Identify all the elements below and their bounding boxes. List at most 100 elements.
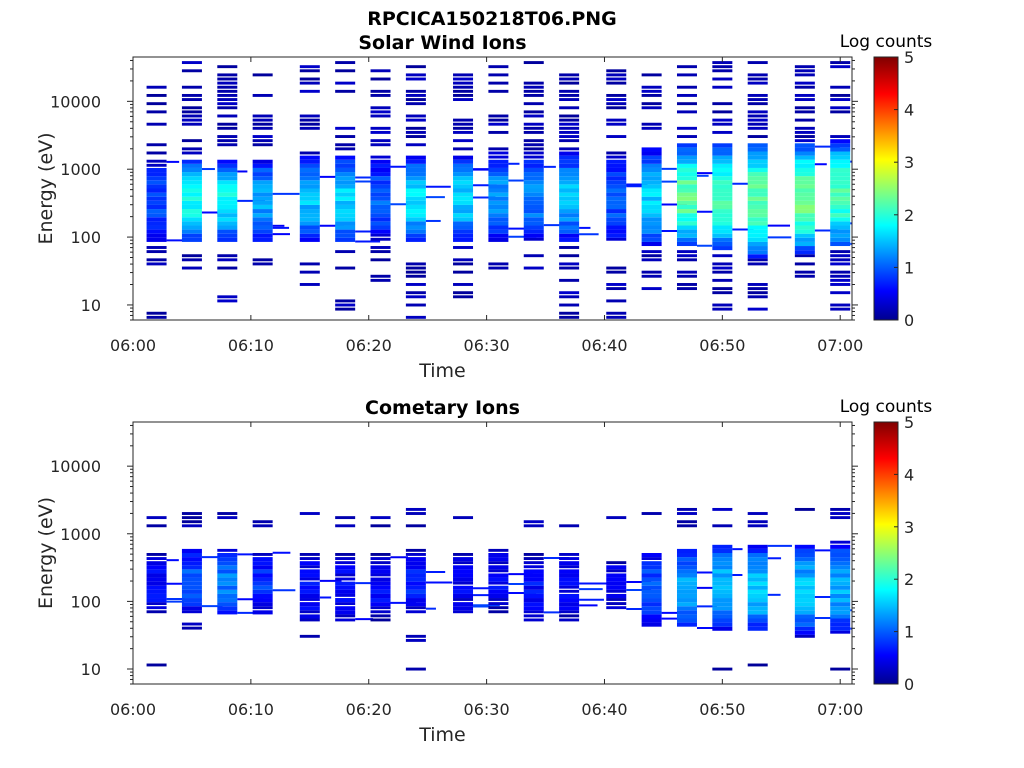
spectrogram-cell bbox=[794, 200, 815, 205]
spectrogram-cell bbox=[252, 610, 273, 615]
spectrogram-cell bbox=[453, 221, 474, 226]
spectrogram-cell bbox=[146, 589, 167, 594]
spectrogram-cell bbox=[488, 204, 509, 210]
y-tick-label: 100 bbox=[70, 592, 101, 611]
spectrogram-cell bbox=[181, 516, 202, 520]
spectrogram-cell bbox=[747, 237, 768, 242]
spectrogram-cell bbox=[523, 93, 544, 97]
spectrogram-cell bbox=[252, 217, 273, 222]
spectrogram-cell bbox=[146, 102, 167, 106]
spectrogram-cell bbox=[747, 200, 768, 205]
spectrogram-cell bbox=[370, 196, 391, 201]
spectrogram-cell bbox=[146, 172, 167, 177]
spectrogram-cell bbox=[488, 89, 509, 93]
spectrogram-cell bbox=[712, 143, 733, 148]
spectrogram-cell bbox=[830, 61, 851, 65]
spectrogram-cell bbox=[712, 610, 733, 615]
spectrogram-cell bbox=[559, 311, 580, 315]
spectrogram-cell bbox=[747, 307, 768, 311]
spectrogram-cell bbox=[830, 225, 851, 230]
spectrogram-cell bbox=[217, 98, 238, 102]
spectrogram-cell bbox=[794, 221, 815, 226]
spectrogram-cell bbox=[747, 184, 768, 189]
spectrogram-cell bbox=[747, 262, 768, 266]
spectrogram-cell bbox=[181, 61, 202, 65]
spectrogram-cell bbox=[641, 204, 662, 210]
spectrogram-cell bbox=[405, 155, 426, 160]
spectrogram-cell bbox=[252, 593, 273, 599]
spectrogram-cell bbox=[453, 577, 474, 582]
spectrogram-cell bbox=[370, 229, 391, 234]
spectrogram-cell bbox=[217, 85, 238, 89]
spectrogram-cell bbox=[488, 610, 509, 614]
spectrogram-cell bbox=[606, 172, 627, 177]
spectrogram-cell bbox=[181, 200, 202, 205]
spectrogram-cell bbox=[299, 172, 320, 177]
spectrogram-cell bbox=[794, 163, 815, 168]
spectrogram-cell bbox=[488, 573, 509, 578]
axes-frame bbox=[132, 56, 853, 321]
spectrogram-cell bbox=[830, 548, 851, 553]
spectrogram-cell bbox=[641, 196, 662, 201]
spectrogram-cell bbox=[559, 98, 580, 102]
spectrogram-cell bbox=[712, 217, 733, 222]
spectrogram-cell bbox=[405, 118, 426, 122]
spectrogram-cell bbox=[252, 118, 273, 122]
spectrogram-cell bbox=[488, 221, 509, 226]
spectrogram-cell bbox=[794, 233, 815, 238]
spectrogram-cell bbox=[559, 565, 580, 569]
y-tick-label: 100 bbox=[70, 228, 101, 247]
spectrogram-cell bbox=[335, 233, 356, 238]
x-axis-label: Time bbox=[418, 724, 466, 746]
spectrogram-cell bbox=[488, 192, 509, 197]
spectrogram-cell bbox=[794, 139, 815, 143]
spectrogram-cell bbox=[217, 106, 238, 110]
spectrogram-cell bbox=[335, 188, 356, 193]
spectrogram-cell bbox=[794, 569, 815, 574]
spectrogram-cell bbox=[747, 548, 768, 553]
spectrogram-cell bbox=[523, 155, 544, 159]
spectrogram-cell bbox=[488, 65, 509, 69]
spectrogram-cell bbox=[405, 270, 426, 274]
spectrogram-cell bbox=[559, 557, 580, 560]
spectrogram-cell bbox=[794, 85, 815, 89]
spectrogram-cell bbox=[217, 135, 238, 138]
spectrogram-cell bbox=[747, 110, 768, 114]
spectrogram-cell bbox=[335, 614, 356, 618]
spectrogram-cell bbox=[523, 114, 544, 118]
spectrogram-cell bbox=[181, 106, 202, 110]
spectrogram-cell bbox=[606, 213, 627, 218]
spectrogram-cell bbox=[252, 200, 273, 205]
spectrogram-cell bbox=[830, 93, 851, 97]
spectrogram-cell bbox=[559, 524, 580, 528]
spectrogram-cell bbox=[217, 221, 238, 226]
spectrogram-cell bbox=[830, 507, 851, 511]
spectrogram-cell bbox=[830, 593, 851, 599]
spectrogram-cell bbox=[641, 213, 662, 218]
spectrogram-cell bbox=[830, 135, 851, 138]
spectrogram-cell bbox=[559, 291, 580, 295]
y-axis-label: Energy (eV) bbox=[35, 132, 57, 244]
spectrogram-cell bbox=[370, 155, 391, 159]
spectrogram-cell bbox=[370, 250, 391, 254]
spectrogram-cell bbox=[676, 577, 697, 582]
spectrogram-cell bbox=[606, 163, 627, 168]
spectrogram-cell bbox=[335, 266, 356, 270]
spectrogram-cell bbox=[252, 602, 273, 607]
spectrogram-cell bbox=[747, 626, 768, 631]
spectrogram-cell bbox=[794, 130, 815, 134]
colorbar-tick-label: 3 bbox=[904, 153, 914, 172]
spectrogram-cell bbox=[712, 130, 733, 134]
spectrogram-cell bbox=[712, 598, 733, 603]
spectrogram-cell bbox=[830, 270, 851, 274]
spectrogram-cell bbox=[747, 606, 768, 611]
spectrogram-cell bbox=[405, 126, 426, 130]
spectrogram-cell bbox=[794, 585, 815, 590]
spectrogram-cell bbox=[488, 184, 509, 189]
spectrogram-cell bbox=[794, 237, 815, 242]
spectrogram-cell bbox=[747, 93, 768, 97]
spectrogram-cell bbox=[523, 188, 544, 193]
spectrogram-cell bbox=[606, 69, 627, 73]
spectrogram-cell bbox=[405, 102, 426, 106]
spectrogram-cell bbox=[606, 159, 627, 164]
